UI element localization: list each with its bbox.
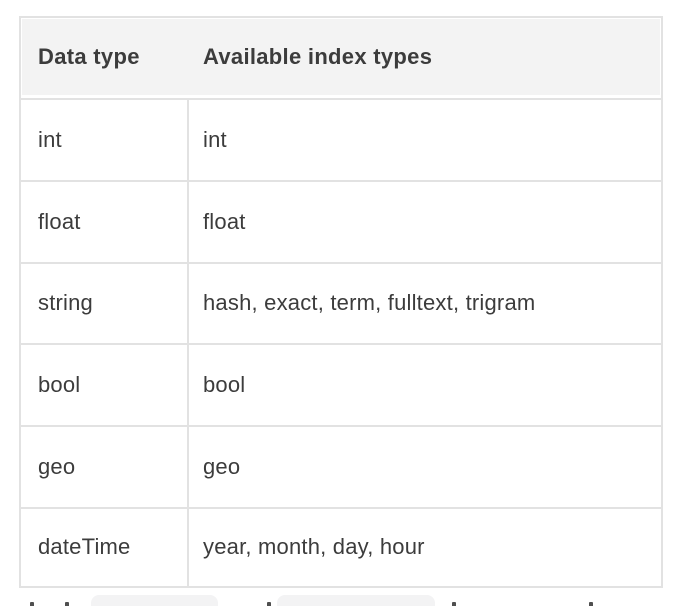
row-divider (21, 425, 661, 427)
cell-index-types: hash, exact, term, fulltext, trigram (203, 290, 536, 315)
inline-code-pill (277, 595, 435, 606)
cell-index-types: float (203, 209, 246, 234)
header-cell-index-types: Available index types (203, 44, 433, 69)
cell-data-type: int (38, 127, 62, 152)
row-divider (21, 262, 661, 264)
cell-index-types: bool (203, 372, 246, 397)
cell-data-type: bool (38, 372, 81, 397)
cell-data-type: dateTime (38, 534, 131, 559)
header-cell-data-type: Data type (38, 44, 140, 69)
header-bottom-divider (21, 98, 661, 100)
row-divider (21, 507, 661, 509)
clipped-text-fragment (589, 602, 593, 606)
table-header-row: Data type Available index types (22, 19, 660, 95)
cell-index-types: int (203, 127, 227, 152)
cell-data-type: float (38, 209, 81, 234)
clipped-text-fragment (452, 602, 456, 606)
clipped-text-fragment (30, 602, 34, 606)
index-types-table: Data type Available index types int int … (19, 16, 663, 588)
clipped-text-fragment (267, 602, 271, 606)
column-divider (187, 98, 189, 586)
clipped-paragraph (0, 595, 686, 606)
inline-code-pill (91, 595, 218, 606)
cell-data-type: string (38, 290, 93, 315)
clipped-text-fragment (65, 602, 69, 606)
cell-index-types: geo (203, 454, 241, 479)
row-divider (21, 343, 661, 345)
cell-index-types: year, month, day, hour (203, 534, 425, 559)
cell-data-type: geo (38, 454, 76, 479)
row-divider (21, 180, 661, 182)
